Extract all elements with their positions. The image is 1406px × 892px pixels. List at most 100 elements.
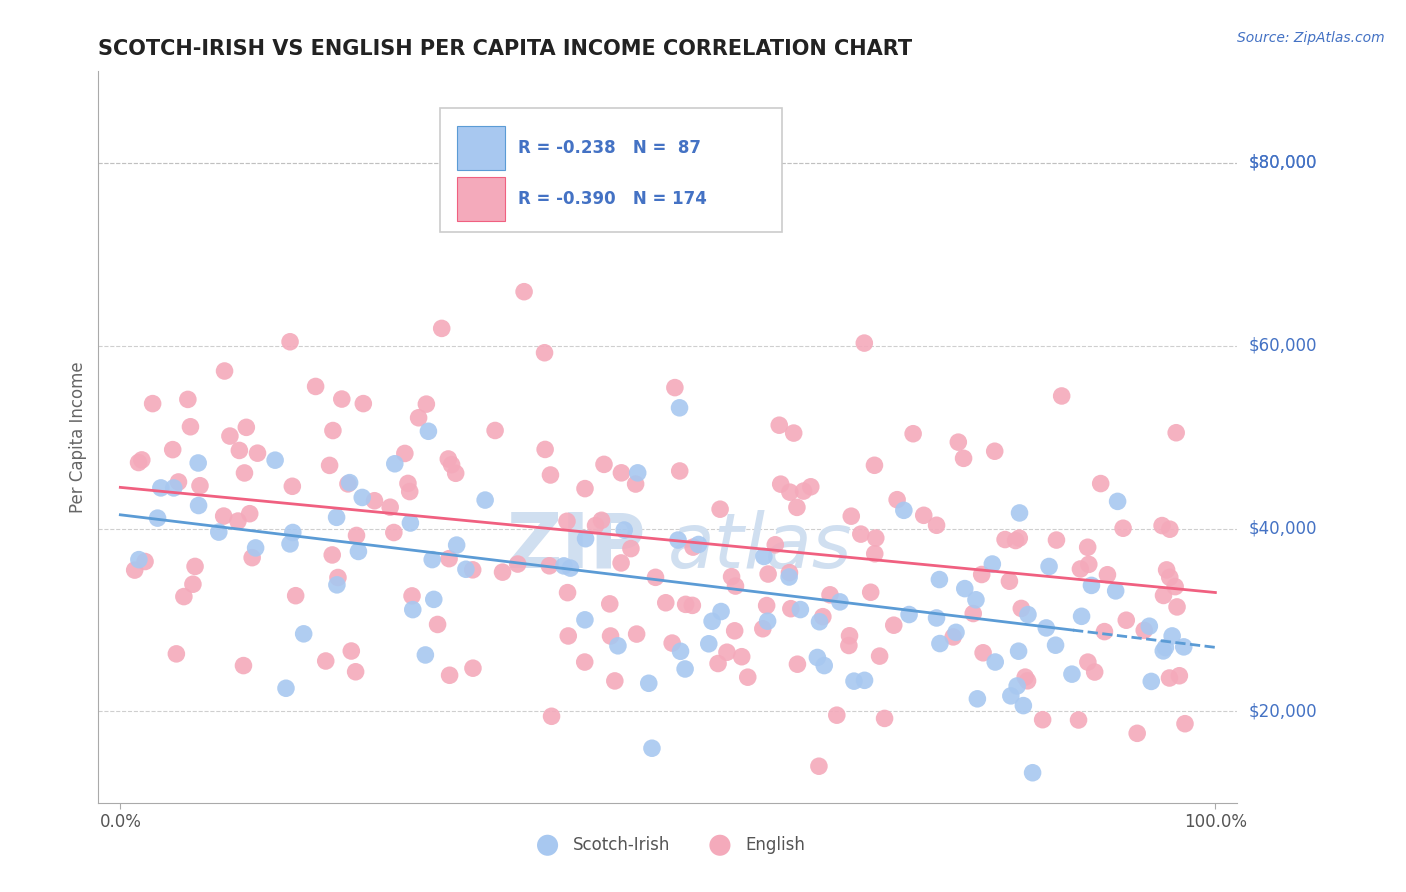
- Point: [669, 644, 692, 658]
- Point: [599, 629, 621, 643]
- Point: [610, 466, 633, 480]
- Point: [898, 607, 921, 622]
- Point: [461, 563, 484, 577]
- Point: [340, 644, 363, 658]
- Point: [813, 658, 835, 673]
- Point: [818, 588, 841, 602]
- Point: [292, 627, 315, 641]
- Point: [599, 597, 621, 611]
- Point: [1067, 713, 1090, 727]
- Point: [398, 484, 420, 499]
- Point: [149, 481, 172, 495]
- Point: [626, 627, 648, 641]
- Point: [1010, 601, 1032, 615]
- Point: [124, 563, 146, 577]
- Point: [853, 336, 876, 351]
- Point: [883, 618, 905, 632]
- Point: [800, 480, 823, 494]
- Point: [437, 551, 460, 566]
- Point: [574, 613, 596, 627]
- Point: [786, 657, 808, 672]
- Point: [720, 569, 742, 583]
- Point: [352, 491, 374, 505]
- Point: [709, 502, 731, 516]
- Point: [585, 518, 607, 533]
- Point: [807, 759, 830, 773]
- Point: [697, 637, 720, 651]
- Point: [163, 481, 186, 495]
- Point: [1077, 541, 1099, 555]
- Point: [396, 476, 419, 491]
- Point: [1004, 533, 1026, 548]
- Point: [948, 435, 970, 450]
- Point: [627, 466, 650, 480]
- Point: [1045, 638, 1067, 652]
- Point: [681, 599, 703, 613]
- Point: [1045, 533, 1067, 547]
- Point: [752, 549, 775, 564]
- Point: [491, 565, 513, 579]
- Point: [1008, 531, 1031, 545]
- Point: [444, 467, 467, 481]
- Point: [793, 484, 815, 499]
- Point: [557, 585, 579, 599]
- Point: [177, 392, 200, 407]
- Point: [839, 509, 862, 524]
- Point: [167, 475, 190, 489]
- Point: [591, 513, 613, 527]
- Point: [778, 570, 800, 584]
- Point: [1069, 562, 1091, 576]
- Point: [1115, 613, 1137, 627]
- Point: [446, 538, 468, 552]
- Point: [668, 401, 690, 415]
- Point: [555, 514, 578, 528]
- Point: [763, 538, 786, 552]
- Point: [1137, 619, 1160, 633]
- Point: [707, 657, 730, 671]
- Point: [838, 639, 860, 653]
- Point: [188, 479, 211, 493]
- Point: [769, 477, 792, 491]
- Point: [1070, 609, 1092, 624]
- Point: [284, 589, 307, 603]
- Point: [560, 561, 582, 575]
- Text: atlas: atlas: [668, 510, 852, 583]
- Point: [783, 426, 806, 441]
- Point: [983, 444, 1005, 458]
- Point: [363, 493, 385, 508]
- Point: [853, 673, 876, 688]
- Point: [415, 397, 437, 411]
- Point: [1000, 689, 1022, 703]
- Point: [1152, 518, 1174, 533]
- Point: [484, 424, 506, 438]
- Point: [326, 578, 349, 592]
- Point: [162, 442, 184, 457]
- Point: [274, 681, 297, 696]
- Point: [281, 479, 304, 493]
- Legend: Scotch-Irish, English: Scotch-Irish, English: [524, 829, 811, 860]
- Text: $80,000: $80,000: [1249, 153, 1317, 172]
- Point: [461, 661, 484, 675]
- Point: [173, 590, 195, 604]
- Point: [994, 533, 1017, 547]
- Point: [394, 446, 416, 460]
- Point: [336, 476, 359, 491]
- Point: [664, 381, 686, 395]
- Point: [326, 570, 349, 584]
- Point: [928, 636, 950, 650]
- Point: [1168, 669, 1191, 683]
- Point: [187, 499, 209, 513]
- Point: [779, 485, 801, 500]
- Point: [1060, 667, 1083, 681]
- Point: [347, 544, 370, 558]
- Point: [278, 334, 301, 349]
- Point: [1173, 640, 1195, 654]
- Point: [778, 566, 800, 580]
- Point: [384, 457, 406, 471]
- Point: [942, 630, 965, 644]
- Point: [1050, 389, 1073, 403]
- Point: [1080, 578, 1102, 592]
- Point: [668, 464, 690, 478]
- Point: [128, 552, 150, 566]
- Point: [825, 708, 848, 723]
